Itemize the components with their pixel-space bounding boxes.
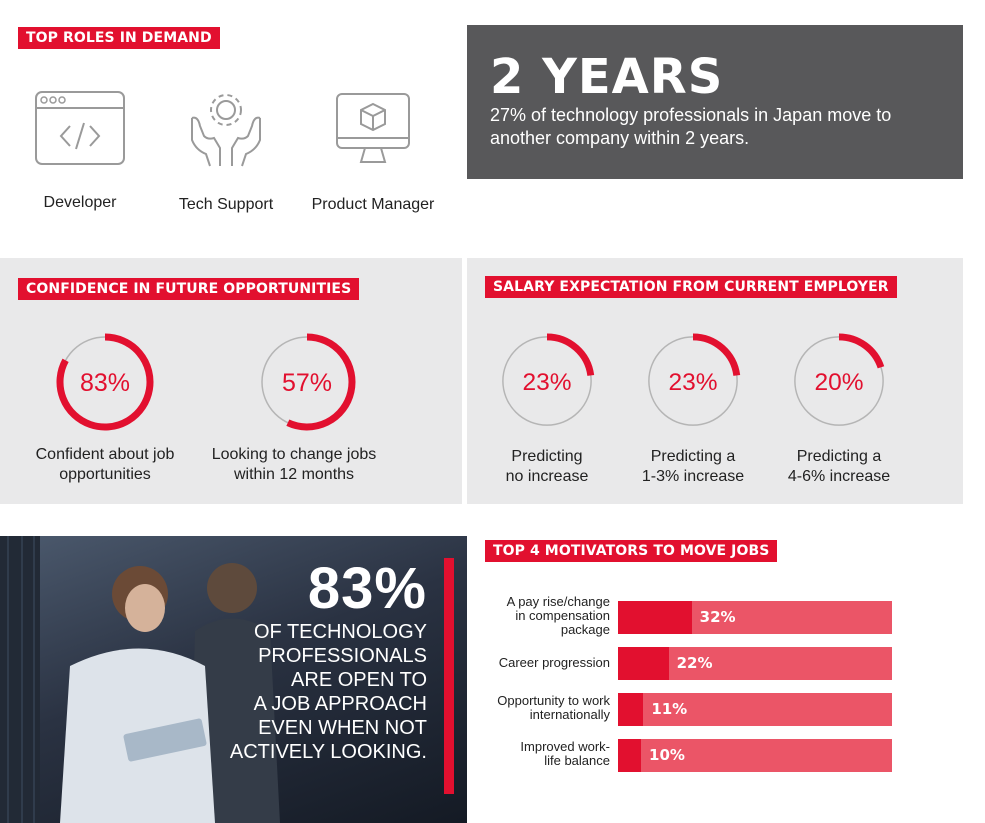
- label-line: Predicting: [511, 448, 583, 465]
- accent-bar: [444, 558, 454, 794]
- openness-line: PROFESSIONALS: [258, 645, 427, 667]
- tenure-headline: 2 YEARS: [490, 49, 724, 105]
- donut-value: 23%: [522, 369, 571, 396]
- motivator-label-line: life balance: [544, 753, 610, 768]
- role-tech-support: Tech Support: [151, 88, 301, 214]
- donut-arc: [286, 333, 356, 431]
- code-window-icon: [35, 91, 125, 165]
- label-line: 4-6% increase: [787, 468, 891, 485]
- motivator-label-line: A pay rise/change: [506, 593, 610, 609]
- tenure-text: 27% of technology professionals in Japan…: [490, 105, 892, 148]
- role-label: Product Manager: [311, 196, 435, 213]
- openness-line: EVEN WHEN NOT: [258, 717, 427, 739]
- salary-panel: [467, 258, 963, 504]
- donut-salary-2: 20%: [794, 333, 885, 426]
- motivator-bar-track: [618, 693, 892, 726]
- donut-value: 83%: [80, 369, 130, 397]
- motivator-label-line: internationally: [529, 707, 610, 722]
- label-line: within 12 months: [233, 466, 355, 483]
- role-product-manager: Product Manager: [298, 92, 448, 214]
- label-line: 1-3% increase: [641, 468, 745, 485]
- openness-text: 83% OF TECHNOLOGY PROFESSIONALS ARE OPEN…: [230, 558, 427, 764]
- donut-arc: [546, 333, 595, 377]
- motivator-bar: [618, 601, 692, 634]
- donut-salary-1: 23%: [648, 333, 741, 426]
- hands-gear-icon: [191, 94, 261, 167]
- office-photo: 83% OF TECHNOLOGY PROFESSIONALS ARE OPEN…: [0, 536, 467, 823]
- salary-heading: SALARY EXPECTATION FROM CURRENT EMPLOYER: [485, 276, 897, 298]
- role-label: Developer: [43, 194, 117, 211]
- motivator-value: 11%: [651, 700, 688, 718]
- role-label: Tech Support: [178, 196, 274, 213]
- openness-line: ARE OPEN TO: [291, 669, 427, 691]
- donut-ring: [794, 336, 884, 426]
- motivator-label: Opportunity to work internationally: [480, 694, 610, 722]
- monitor-cube-icon: [336, 93, 410, 163]
- motivator-label: Improved work-life balance: [480, 740, 610, 768]
- motivator-label-line: in compensation: [515, 607, 610, 623]
- photo-illustration: [0, 536, 280, 823]
- motivator-label-line: Opportunity to work: [497, 693, 610, 708]
- confidence-label-0: Confident about job opportunities: [25, 445, 185, 485]
- motivator-value: 10%: [649, 746, 685, 764]
- donut-arc: [692, 333, 741, 377]
- donut-value: 20%: [814, 369, 863, 396]
- motivator-bar: [618, 647, 669, 680]
- label-line: Confident about job: [35, 446, 175, 463]
- salary-label-0: Predicting no increase: [477, 447, 617, 487]
- motivator-bar-track: [618, 739, 892, 772]
- confidence-label-1: Looking to change jobs within 12 months: [200, 445, 388, 485]
- role-developer: Developer: [5, 90, 155, 212]
- motivator-label-line: Improved work-: [520, 739, 610, 754]
- donut-ring: [502, 336, 592, 426]
- tenure-box: 2 YEARS 27% of technology professionals …: [467, 25, 963, 179]
- salary-label-2: Predicting a 4-6% increase: [769, 447, 909, 487]
- donut-confidence-0: 83%: [56, 333, 154, 431]
- openness-line: ACTIVELY LOOKING.: [229, 741, 427, 763]
- donut-ring: [648, 336, 738, 426]
- motivator-label-line: package: [560, 621, 610, 637]
- openness-line: A JOB APPROACH: [253, 693, 427, 715]
- confidence-heading: CONFIDENCE IN FUTURE OPPORTUNITIES: [18, 278, 360, 300]
- label-line: Predicting a: [650, 448, 736, 465]
- donut-value: 57%: [282, 369, 332, 397]
- donut-salary-0: 23%: [502, 333, 595, 426]
- motivator-label: Career progression: [480, 654, 610, 670]
- motivators-heading: TOP 4 MOTIVATORS TO MOVE JOBS: [485, 540, 778, 562]
- donut-value: 23%: [668, 369, 717, 396]
- motivator-bar: [618, 739, 642, 772]
- openness-line: OF TECHNOLOGY: [254, 621, 427, 643]
- motivator-label: A pay rise/change in compensation package: [480, 593, 610, 637]
- donut-arc: [838, 333, 885, 369]
- openness-percent: 83%: [307, 556, 427, 621]
- motivator-value: 32%: [699, 608, 736, 626]
- motivator-bar: [618, 693, 644, 726]
- roles-heading: TOP ROLES IN DEMAND: [18, 27, 220, 49]
- label-line: Looking to change jobs: [211, 446, 377, 463]
- donut-arc: [56, 333, 154, 431]
- label-line: opportunities: [59, 466, 151, 483]
- motivator-label-line: Career progression: [498, 654, 610, 670]
- donut-confidence-1: 57%: [261, 333, 356, 431]
- label-line: Predicting a: [796, 448, 882, 465]
- salary-label-1: Predicting a 1-3% increase: [623, 447, 763, 487]
- label-line: no increase: [505, 468, 589, 485]
- motivator-value: 22%: [676, 654, 713, 672]
